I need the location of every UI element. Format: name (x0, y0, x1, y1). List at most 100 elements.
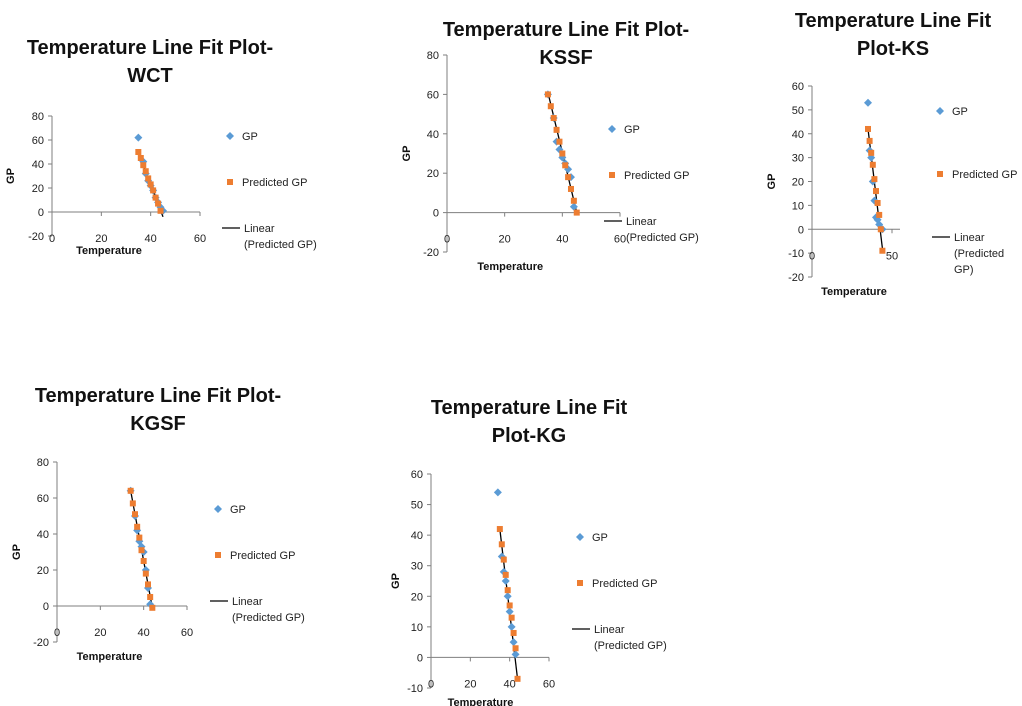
y-tick-label: 20 (411, 591, 423, 603)
predicted-gp-point (158, 208, 164, 214)
legend-linear-label: (Predicted GP) (626, 232, 699, 244)
y-tick-label: -10 (407, 683, 423, 695)
y-tick-label: -20 (28, 231, 44, 243)
predicted-gp-point (878, 226, 884, 232)
gp-point (502, 577, 510, 585)
predicted-gp-point (130, 500, 136, 506)
predicted-gp-point (135, 149, 141, 155)
x-axis-label: Temperature (76, 245, 142, 257)
predicted-gp-point (134, 524, 140, 530)
y-tick-label: -20 (788, 272, 804, 284)
chart-title-line: Temperature Line Fit Plot- (35, 385, 281, 407)
x-tick-label: 0 (54, 627, 60, 639)
y-tick-label: -20 (423, 247, 439, 259)
predicted-gp-point (149, 605, 155, 611)
predicted-gp-point (868, 150, 874, 156)
x-tick-label: 0 (809, 250, 815, 262)
chart-title-line: WCT (127, 65, 173, 87)
gp-point (864, 99, 872, 107)
legend-predicted-label: Predicted GP (592, 578, 657, 590)
predicted-gp-point (554, 127, 560, 133)
x-tick-label: 40 (504, 678, 516, 690)
predicted-gp-point (865, 126, 871, 132)
legend-linear-label: Linear (954, 232, 985, 244)
predicted-gp-point (559, 151, 565, 157)
chart-panel-4: Temperature Line Fit Plot- KGSF -20 0 20 40 60… (11, 385, 305, 663)
gp-point (506, 608, 514, 616)
y-tick-label: 10 (411, 622, 423, 634)
x-axis-label: Temperature (77, 651, 143, 663)
x-tick-label: 40 (145, 233, 157, 245)
predicted-gp-point (499, 541, 505, 547)
predicted-gp-point (148, 181, 154, 187)
y-axis-label: GP (390, 573, 402, 589)
y-tick-label: 10 (792, 200, 804, 212)
x-tick-label: 20 (94, 627, 106, 639)
y-tick-label: 40 (411, 530, 423, 542)
x-axis-label: Temperature (477, 261, 543, 273)
y-tick-label: 20 (32, 183, 44, 195)
predicted-gp-point (497, 526, 503, 532)
legend-linear-label: (Predicted GP) (244, 239, 317, 251)
legend-gp-marker (576, 533, 584, 541)
x-tick-label: 60 (543, 678, 555, 690)
predicted-gp-point (879, 248, 885, 254)
chart-panel-3: Temperature Line Fit Plot-KS -20 -10 0 10 20 30… (766, 10, 1017, 298)
predicted-gp-point (507, 602, 513, 608)
x-tick-label: 0 (428, 678, 434, 690)
predicted-gp-point (568, 186, 574, 192)
y-tick-label: 50 (792, 105, 804, 117)
y-tick-label: 30 (411, 561, 423, 573)
legend-predicted-label: Predicted GP (952, 169, 1017, 181)
predicted-gp-point (875, 200, 881, 206)
y-tick-label: 80 (32, 111, 44, 123)
y-tick-label: 80 (427, 50, 439, 62)
predicted-gp-point (870, 162, 876, 168)
predicted-gp-point (551, 115, 557, 121)
y-axis-label: GP (401, 146, 413, 162)
legend-gp-label: GP (592, 532, 608, 544)
y-tick-label: 60 (792, 81, 804, 93)
predicted-gp-point (571, 198, 577, 204)
y-tick-label: -10 (788, 248, 804, 260)
legend-predicted-marker (609, 172, 615, 178)
predicted-gp-point (545, 91, 551, 97)
predicted-gp-point (143, 571, 149, 577)
predicted-gp-point (556, 139, 562, 145)
y-tick-label: 40 (792, 129, 804, 141)
legend-gp-marker (214, 505, 222, 513)
chart-title-line: Temperature Line Fit Plot- (27, 37, 273, 59)
y-tick-label: 60 (411, 469, 423, 481)
chart-title-line: Temperature Line Fit (795, 10, 992, 32)
legend-predicted-label: Predicted GP (624, 170, 689, 182)
y-tick-label: -20 (33, 637, 49, 649)
chart-title-line: Temperature Line Fit (431, 397, 628, 419)
y-axis-label: GP (5, 168, 17, 184)
predicted-gp-point (138, 155, 144, 161)
chart-title-line: KSSF (539, 47, 592, 69)
legend-gp-label: GP (952, 106, 968, 118)
x-tick-label: 50 (886, 250, 898, 262)
predicted-gp-point (141, 558, 147, 564)
gp-point (494, 488, 502, 496)
predicted-gp-point (140, 162, 146, 168)
x-tick-label: 0 (49, 233, 55, 245)
predicted-gp-point (132, 511, 138, 517)
predicted-gp-point (145, 175, 151, 181)
y-axis-label: GP (766, 174, 778, 190)
x-tick-label: 60 (194, 233, 206, 245)
y-tick-label: 40 (427, 129, 439, 141)
legend-predicted-marker (577, 580, 583, 586)
y-tick-label: 30 (792, 153, 804, 165)
legend-predicted-marker (227, 179, 233, 185)
legend-predicted-label: Predicted GP (230, 550, 295, 562)
y-tick-label: 20 (37, 565, 49, 577)
x-tick-label: 60 (614, 234, 626, 246)
predicted-gp-point (513, 645, 519, 651)
y-tick-label: 80 (37, 457, 49, 469)
y-tick-label: 60 (37, 493, 49, 505)
gp-point (504, 592, 512, 600)
x-tick-label: 0 (444, 234, 450, 246)
legend-gp-marker (608, 125, 616, 133)
